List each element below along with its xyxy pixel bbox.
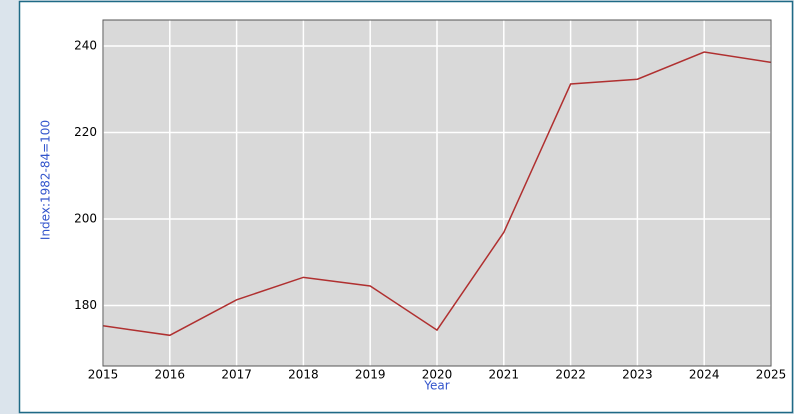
x-tick-label: 2020 xyxy=(422,368,453,382)
y-axis-label: Index:1982-84=100 xyxy=(39,120,53,240)
y-tick-label: 240 xyxy=(74,38,97,52)
y-tick-label: 180 xyxy=(74,298,97,312)
line xyxy=(102,51,772,337)
x-tick-label: 2015 xyxy=(88,368,119,382)
x-tick-label: 2019 xyxy=(355,368,386,382)
x-tick-label: 2017 xyxy=(221,368,252,382)
x-tick-label: 2022 xyxy=(555,368,586,382)
x-tick-label: 2018 xyxy=(288,368,319,382)
x-tick-label: 2016 xyxy=(155,368,186,382)
x-tick-label: 2024 xyxy=(689,368,720,382)
x-tick-label: 2021 xyxy=(489,368,520,382)
y-tick-label: 220 xyxy=(74,125,97,139)
plot-border xyxy=(102,19,772,367)
x-tick-label: 2023 xyxy=(622,368,653,382)
x-tick-label: 2025 xyxy=(756,368,787,382)
y-tick-label: 200 xyxy=(74,211,97,225)
x-axis-label: Year xyxy=(423,379,449,393)
